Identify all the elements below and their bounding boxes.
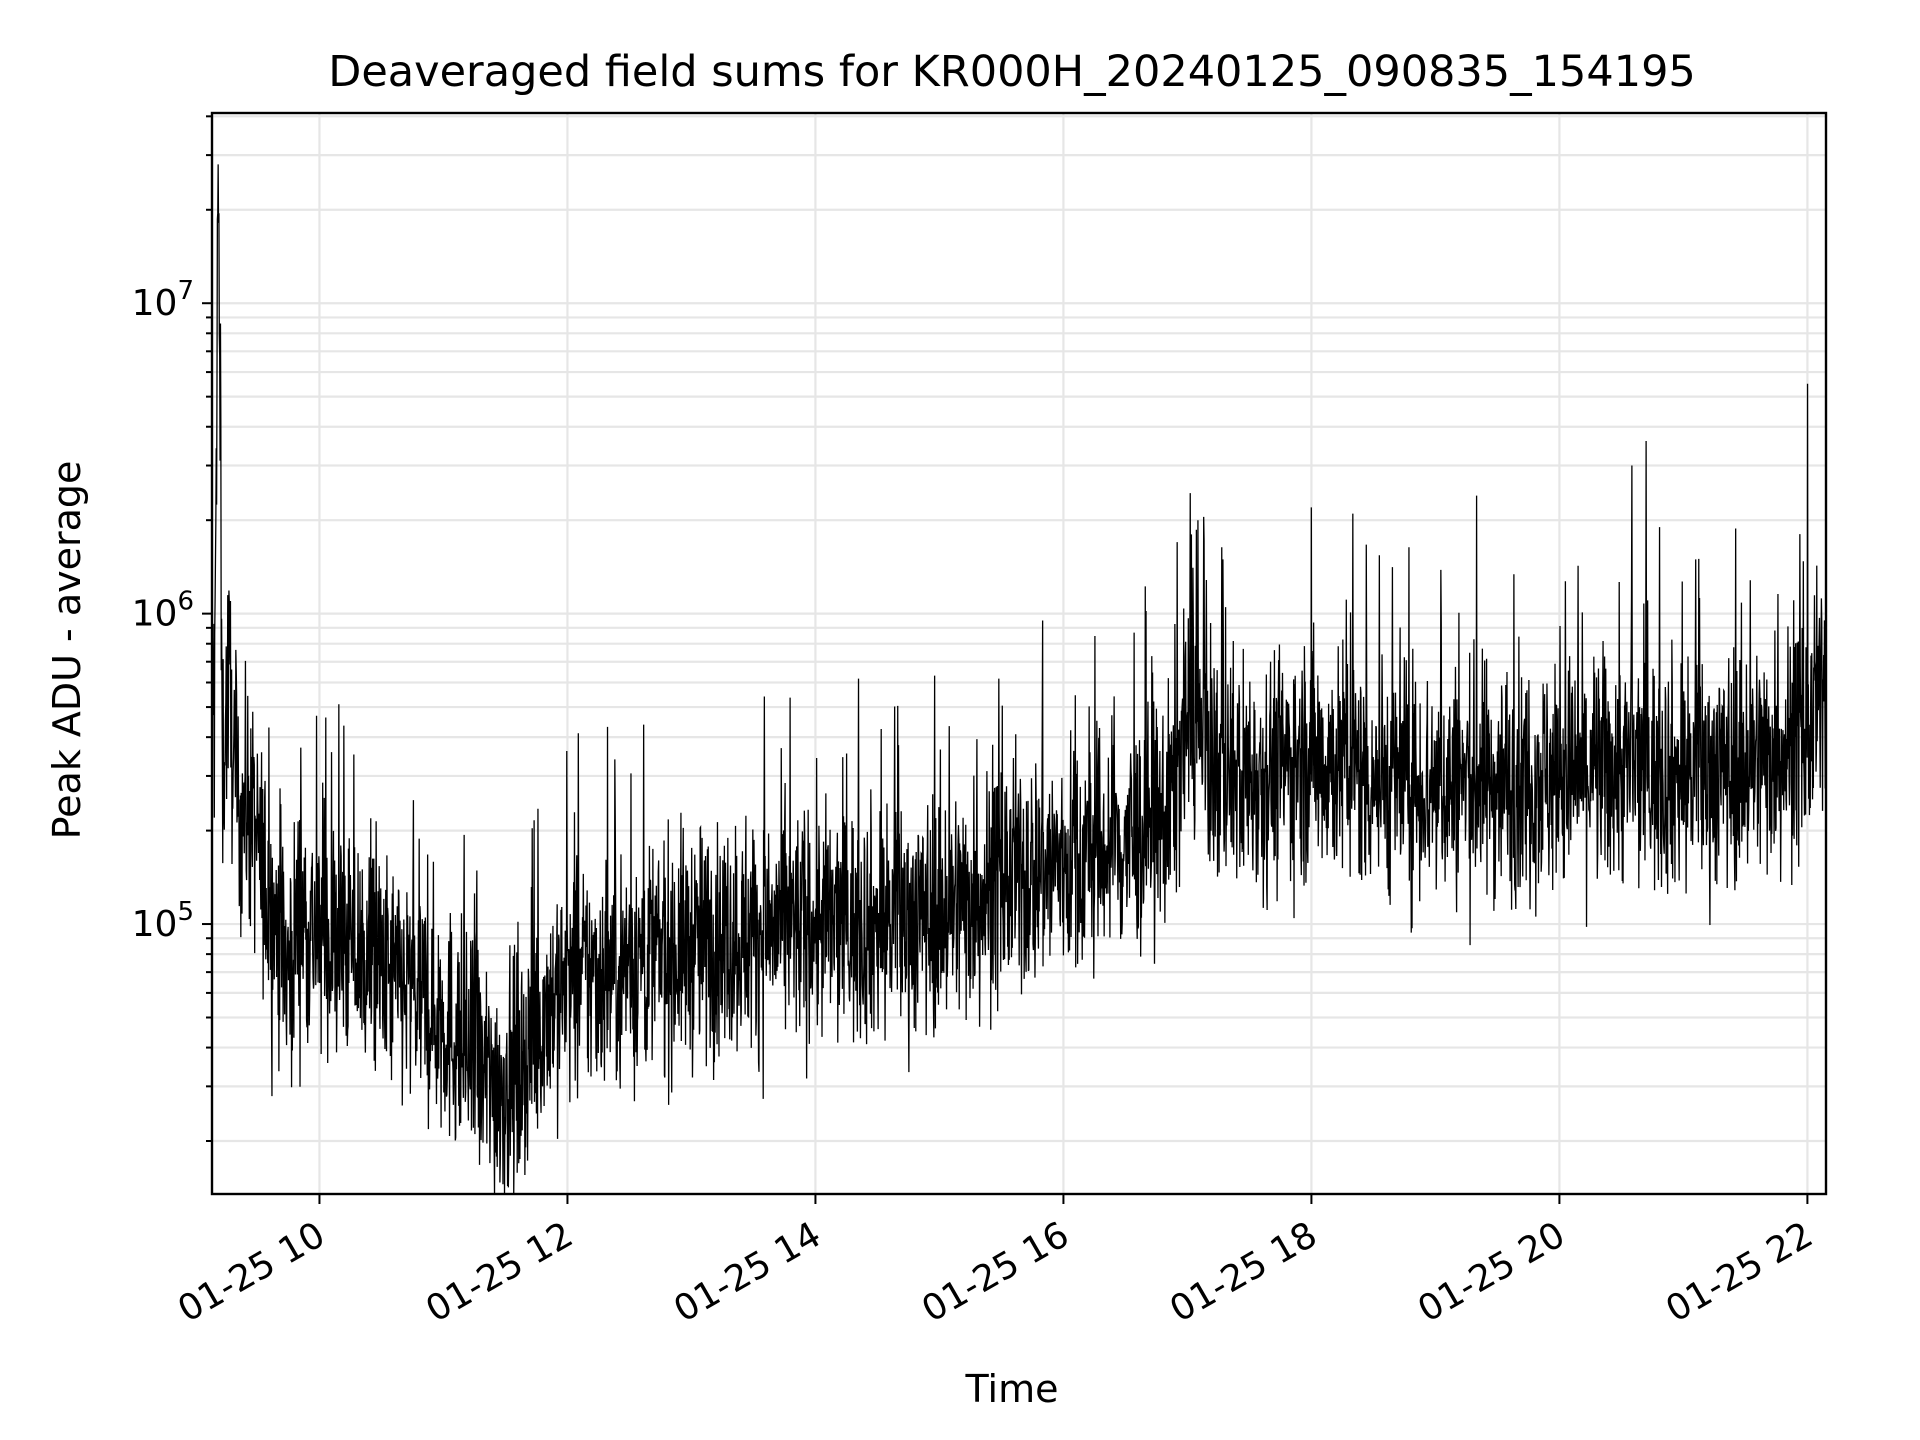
y-tick-label-base: 10 [132,594,178,635]
y-tick-label: 107 [132,276,194,324]
y-tick-label: 106 [132,587,194,635]
y-tick-label: 105 [132,897,194,945]
y-tick-label-exponent: 6 [177,587,194,617]
y-tick-label-exponent: 7 [177,276,194,306]
y-tick-label-base: 10 [132,283,178,324]
series-line [211,164,1827,1195]
series-layer [211,164,1827,1195]
x-axis-label: Time [965,1367,1059,1411]
y-tick-label-base: 10 [132,904,178,945]
plot-frame [210,111,1828,1196]
y-tick-label-exponent: 5 [177,897,194,927]
chart-title: Deaveraged field sums for KR000H_2024012… [328,47,1696,97]
y-axis-label: Peak ADU - average [45,461,89,840]
